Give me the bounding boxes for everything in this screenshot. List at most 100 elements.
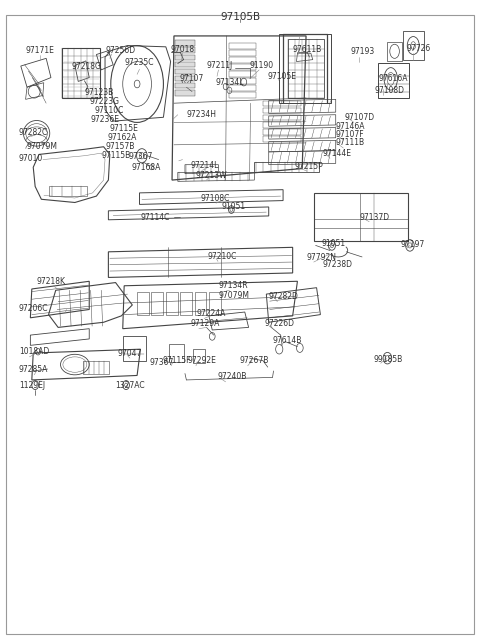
Bar: [175, 55, 194, 60]
Bar: [193, 349, 205, 363]
Text: 97218K: 97218K: [36, 277, 65, 286]
Text: 1018AD: 1018AD: [19, 347, 49, 356]
Text: 97115F: 97115F: [162, 356, 191, 365]
Bar: [194, 292, 206, 315]
Text: 97282C: 97282C: [19, 128, 48, 137]
Bar: [263, 108, 301, 114]
Bar: [152, 292, 163, 315]
Text: 97123B: 97123B: [84, 88, 114, 97]
Bar: [229, 50, 256, 56]
Text: 97107D: 97107D: [344, 114, 374, 123]
Bar: [175, 40, 194, 46]
Text: 97107: 97107: [179, 74, 204, 83]
Bar: [209, 292, 221, 315]
Text: 97105E: 97105E: [268, 72, 297, 81]
Text: 97210C: 97210C: [207, 252, 237, 261]
Bar: [180, 292, 192, 315]
Text: 97235C: 97235C: [124, 58, 154, 67]
Bar: [263, 115, 301, 121]
Text: 97226D: 97226D: [265, 319, 295, 328]
Text: 97108C: 97108C: [201, 193, 230, 202]
Text: 97193: 97193: [350, 48, 374, 56]
Bar: [263, 129, 301, 135]
Text: 97215P: 97215P: [295, 162, 324, 171]
Text: 97367: 97367: [129, 152, 153, 161]
Bar: [175, 62, 194, 67]
Text: 97108D: 97108D: [375, 86, 405, 95]
Text: 97129A: 97129A: [190, 319, 219, 328]
Text: 97018: 97018: [170, 45, 195, 54]
Bar: [229, 71, 256, 77]
Text: 97218G: 97218G: [72, 62, 101, 71]
Text: 97010: 97010: [19, 155, 43, 164]
Text: 97168A: 97168A: [132, 163, 161, 172]
Bar: [229, 43, 256, 49]
Bar: [229, 64, 256, 70]
Bar: [263, 122, 301, 128]
Text: 97282D: 97282D: [269, 292, 299, 301]
Text: 97792N: 97792N: [306, 253, 336, 262]
Text: 97111B: 97111B: [336, 139, 365, 148]
Text: 97285A: 97285A: [19, 365, 48, 374]
Text: 97292E: 97292E: [187, 356, 216, 365]
Text: 97115E: 97115E: [110, 125, 139, 134]
Bar: [229, 92, 256, 98]
Bar: [288, 39, 324, 98]
Text: 97047: 97047: [118, 349, 142, 358]
Text: 97214L: 97214L: [190, 162, 218, 171]
Bar: [387, 42, 402, 61]
Bar: [314, 193, 408, 241]
Text: 97256D: 97256D: [105, 46, 135, 55]
Text: 97079M: 97079M: [219, 291, 250, 300]
Bar: [175, 90, 194, 96]
Text: 97616A: 97616A: [379, 74, 408, 83]
Text: 97115B: 97115B: [101, 151, 131, 160]
Text: 97267B: 97267B: [240, 356, 269, 365]
Text: 97114C: 97114C: [141, 213, 170, 221]
Text: 97206C: 97206C: [19, 304, 48, 313]
Text: 97107F: 97107F: [336, 130, 364, 139]
Text: 97726: 97726: [407, 44, 431, 53]
Bar: [62, 48, 100, 98]
Bar: [175, 83, 194, 89]
Text: 97213W: 97213W: [196, 171, 228, 180]
Text: 97611B: 97611B: [293, 45, 322, 54]
Bar: [229, 85, 256, 91]
Bar: [123, 336, 146, 361]
Text: 97162A: 97162A: [108, 133, 137, 142]
Text: 97211J: 97211J: [206, 61, 233, 70]
Text: 97240B: 97240B: [217, 372, 246, 381]
Bar: [378, 63, 409, 98]
Text: 97146A: 97146A: [336, 122, 365, 131]
Text: 1327AC: 1327AC: [116, 381, 145, 390]
Bar: [229, 78, 256, 84]
Text: 97105B: 97105B: [220, 12, 260, 22]
Bar: [166, 292, 178, 315]
Text: 97234H: 97234H: [186, 110, 216, 119]
Bar: [263, 136, 301, 142]
Text: 97079M: 97079M: [26, 142, 58, 151]
Bar: [403, 31, 424, 60]
Text: 1129EJ: 1129EJ: [19, 381, 45, 390]
Bar: [175, 76, 194, 82]
Bar: [175, 69, 194, 74]
Bar: [229, 57, 256, 63]
Text: 97157B: 97157B: [105, 142, 134, 151]
Text: 99185B: 99185B: [373, 355, 402, 364]
Text: 97224A: 97224A: [197, 309, 226, 318]
Text: 91190: 91190: [250, 61, 274, 70]
Text: 97137D: 97137D: [360, 213, 390, 221]
Text: 97144E: 97144E: [323, 149, 351, 158]
Bar: [83, 361, 109, 374]
Text: 97238D: 97238D: [323, 260, 352, 269]
Text: 91051: 91051: [222, 202, 246, 211]
Text: 97614B: 97614B: [273, 336, 302, 345]
Text: 91051: 91051: [322, 239, 346, 248]
Text: 97110C: 97110C: [95, 107, 124, 116]
Text: 97134L: 97134L: [215, 78, 244, 87]
Bar: [137, 292, 149, 315]
Text: 97197: 97197: [401, 239, 425, 248]
Bar: [263, 101, 301, 107]
Bar: [169, 344, 183, 362]
Text: 97134R: 97134R: [219, 281, 249, 290]
